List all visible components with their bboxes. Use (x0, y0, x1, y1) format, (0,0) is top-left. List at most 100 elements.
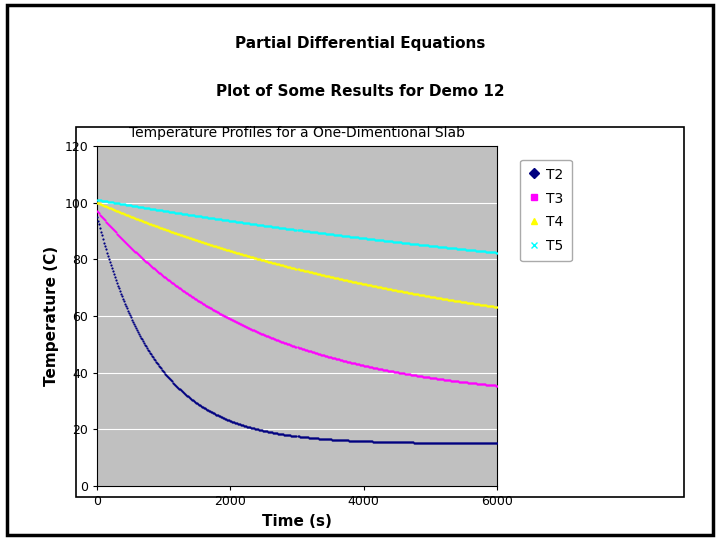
Point (266, 258, 278, 267)
Point (398, 239, 410, 247)
Point (456, 377, 467, 386)
Point (484, 248, 495, 256)
Point (484, 381, 495, 389)
Point (222, 415, 233, 424)
Point (102, 203, 114, 212)
Point (274, 429, 285, 438)
Point (324, 272, 336, 281)
Point (212, 215, 224, 224)
Point (346, 277, 357, 286)
Point (274, 223, 285, 232)
Point (115, 208, 127, 217)
Point (173, 383, 184, 392)
Point (117, 208, 128, 217)
Point (422, 373, 433, 382)
Point (453, 297, 464, 306)
Point (234, 420, 246, 428)
Point (323, 230, 334, 238)
Point (192, 400, 204, 408)
Point (468, 439, 480, 448)
Point (138, 339, 150, 347)
Point (171, 382, 183, 391)
Point (454, 297, 466, 306)
Point (209, 241, 220, 250)
Point (240, 322, 251, 330)
Point (94, 210, 106, 219)
Point (288, 264, 300, 272)
Point (465, 379, 477, 387)
Point (382, 437, 393, 446)
Point (488, 381, 500, 390)
Point (289, 225, 300, 234)
Point (323, 353, 334, 361)
Point (422, 438, 433, 447)
Point (125, 242, 136, 251)
Point (294, 432, 305, 441)
Point (334, 436, 346, 444)
Point (415, 438, 426, 447)
Point (105, 261, 117, 270)
Point (452, 377, 464, 386)
Point (214, 243, 225, 252)
Point (427, 374, 438, 382)
Point (491, 439, 503, 448)
Point (407, 240, 418, 248)
Point (202, 239, 213, 248)
Point (120, 210, 131, 219)
Point (204, 213, 216, 222)
Point (102, 219, 114, 228)
Point (135, 203, 147, 212)
Point (128, 201, 140, 210)
Point (442, 244, 454, 252)
Point (431, 438, 443, 447)
Point (296, 433, 307, 441)
Point (280, 262, 292, 271)
Point (487, 248, 498, 256)
Point (143, 345, 154, 354)
Point (194, 401, 206, 410)
Point (361, 234, 372, 243)
Point (415, 372, 426, 381)
Point (186, 211, 197, 219)
Point (327, 230, 338, 239)
Point (464, 299, 475, 307)
Point (217, 244, 229, 253)
Point (243, 252, 254, 260)
Point (482, 301, 493, 310)
Point (353, 360, 364, 369)
Point (292, 226, 303, 234)
Point (96, 212, 107, 220)
Point (212, 214, 223, 223)
Point (230, 248, 241, 256)
Point (132, 328, 144, 336)
Point (235, 249, 246, 258)
Point (156, 366, 168, 374)
Point (179, 210, 191, 218)
Point (418, 291, 429, 300)
Point (316, 229, 328, 238)
Point (276, 224, 287, 232)
Point (243, 422, 254, 431)
Point (341, 436, 352, 445)
Point (346, 232, 357, 241)
Point (310, 228, 321, 237)
Point (127, 318, 139, 326)
Point (430, 374, 441, 383)
Point (99, 242, 111, 251)
Point (263, 427, 274, 436)
Point (158, 225, 170, 233)
Point (472, 246, 484, 255)
Point (483, 381, 495, 389)
Point (487, 302, 498, 311)
Point (99, 197, 111, 205)
Point (140, 257, 152, 266)
Point (438, 438, 449, 447)
Point (294, 265, 305, 274)
Point (286, 431, 297, 440)
Point (416, 240, 428, 249)
Point (487, 381, 498, 389)
Point (321, 352, 333, 361)
Point (191, 295, 202, 303)
Point (269, 222, 280, 231)
Point (396, 369, 408, 377)
